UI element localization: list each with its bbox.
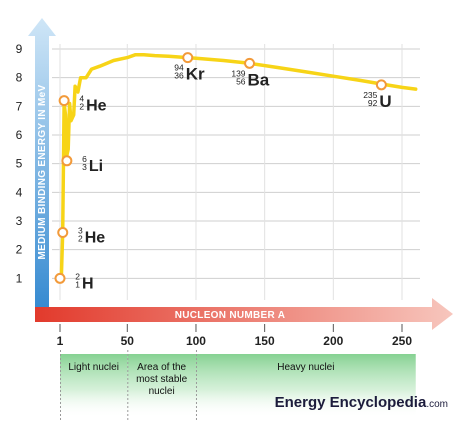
atomic-number: 36 — [174, 71, 184, 81]
y-tick-labels: 1 2 3 4 5 6 7 8 9 — [16, 42, 23, 285]
data-point — [61, 155, 73, 167]
region-block: Heavy nuclei — [195, 350, 416, 420]
y-tick-label: 6 — [16, 128, 23, 142]
isotope-he-3: 32 He — [57, 225, 106, 246]
mass-number: 235 — [363, 90, 377, 100]
region-fill — [60, 354, 128, 418]
y-tick-label: 2 — [16, 243, 23, 257]
x-tick-label: 1 — [57, 334, 64, 348]
mass-number: 2 — [75, 271, 80, 281]
y-tick-label: 1 — [16, 271, 23, 285]
brand-name: Energy Encyclopedia — [275, 394, 427, 411]
data-point — [58, 95, 70, 107]
element-symbol: U — [379, 92, 391, 111]
mass-number: 94 — [174, 63, 184, 73]
y-tick-label: 5 — [16, 157, 23, 171]
y-tick-label: 8 — [16, 71, 23, 85]
atomic-number: 92 — [368, 98, 378, 108]
data-point — [57, 226, 69, 238]
brand-domain: .com — [426, 399, 448, 410]
region-label: Area of the — [137, 362, 186, 373]
isotope-he-4: 42 He — [58, 94, 107, 115]
atomic-number: 1 — [75, 279, 80, 289]
region-fill — [127, 354, 196, 418]
region-label: most stable — [136, 374, 188, 385]
grid — [52, 44, 420, 300]
data-point — [182, 52, 194, 64]
mass-number: 139 — [231, 68, 245, 78]
x-tick-labels: 1 50 100 150 200 250 — [57, 324, 412, 348]
y-axis-title: MEDIUM BINDING ENERGY IN MeV — [37, 85, 48, 260]
x-tick-label: 250 — [392, 334, 412, 348]
x-tick-label: 150 — [255, 334, 275, 348]
atomic-number: 2 — [79, 102, 84, 112]
x-tick-label: 200 — [323, 334, 343, 348]
atomic-number: 3 — [82, 162, 87, 172]
binding-energy-curve — [58, 52, 418, 281]
svg-text:Energy Encyclopedia.com: Energy Encyclopedia.com — [275, 394, 448, 411]
mass-number: 4 — [79, 94, 84, 104]
region-label: Light nuclei — [68, 362, 119, 373]
x-tick-label: 50 — [121, 334, 135, 348]
element-symbol: He — [86, 98, 107, 115]
atomic-number: 56 — [236, 76, 246, 86]
element-symbol: Li — [89, 158, 103, 175]
brand-logo: Energy Encyclopedia.com — [275, 394, 448, 411]
element-symbol: Kr — [186, 65, 205, 84]
region-label: nuclei — [149, 386, 175, 397]
y-tick-label: 3 — [16, 214, 23, 228]
y-tick-label: 7 — [16, 99, 23, 113]
y-tick-label: 9 — [16, 42, 23, 56]
data-point — [375, 79, 387, 91]
region-label: Heavy nuclei — [277, 362, 334, 373]
x-axis-arrow — [35, 298, 453, 330]
x-tick-label: 100 — [186, 334, 206, 348]
mass-number: 3 — [78, 225, 83, 235]
isotope-li-6: 63 Li — [61, 154, 103, 175]
x-axis-title: NUCLEON NUMBER A — [175, 310, 286, 321]
atomic-number: 2 — [78, 233, 83, 243]
y-axis-arrow — [28, 18, 56, 322]
data-point — [244, 57, 256, 69]
element-symbol: He — [85, 229, 106, 246]
y-tick-label: 4 — [16, 185, 23, 199]
mass-number: 6 — [82, 154, 87, 164]
element-symbol: Ba — [248, 70, 270, 89]
data-point — [54, 272, 66, 284]
isotope-h-2: 21 H — [54, 271, 94, 292]
region-block: Light nuclei — [60, 350, 128, 420]
element-symbol: H — [82, 275, 94, 292]
region-fill — [195, 354, 416, 418]
